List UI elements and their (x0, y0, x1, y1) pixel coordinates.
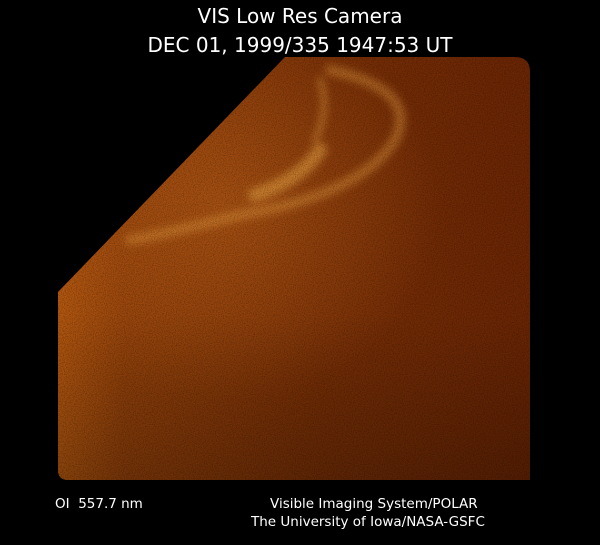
credit-line: The University of Iowa/NASA-GSFC (250, 514, 485, 530)
aurora-image (58, 57, 530, 480)
wavelength-label: OI 557.7 nm (55, 496, 143, 512)
image-timestamp: DEC 01, 1999/335 1947:53 UT (148, 33, 454, 57)
credit-line: Visible Imaging System/POLAR (270, 496, 478, 512)
image-title: VIS Low Res Camera (198, 4, 403, 28)
